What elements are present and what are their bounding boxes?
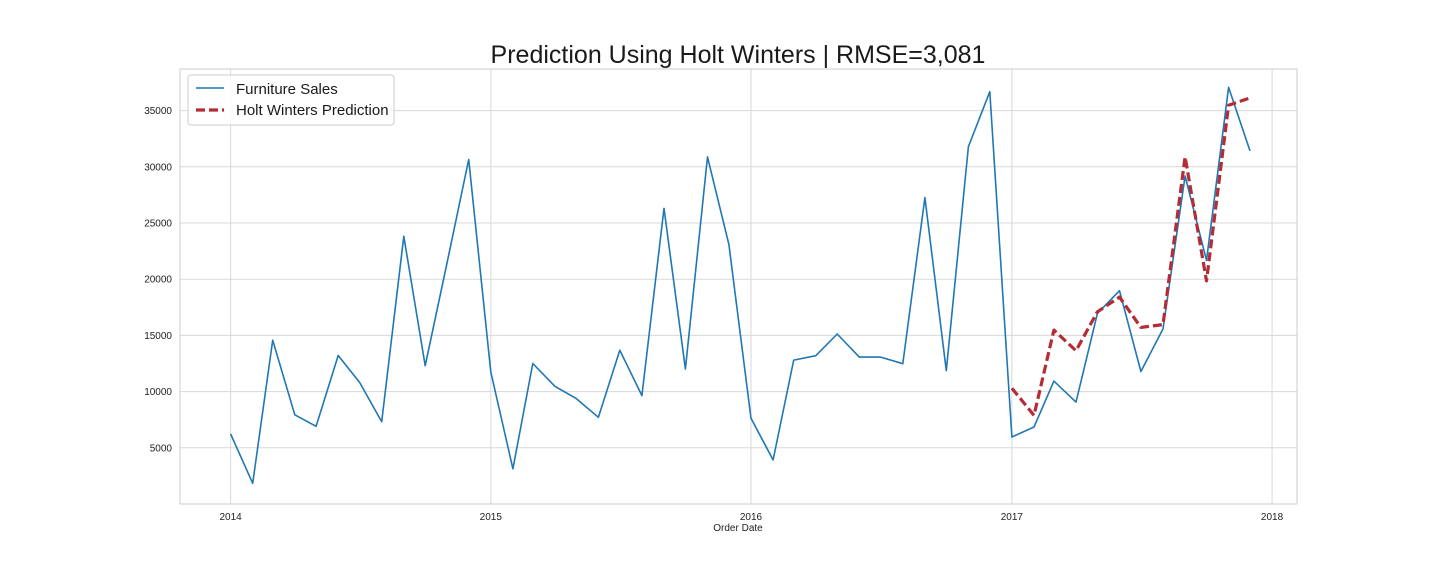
data-point-furniture-sales [987, 89, 992, 94]
y-tick-label: 30000 [144, 162, 172, 173]
data-point-holt-winters-prediction [1183, 154, 1188, 159]
y-tick-label: 5000 [150, 443, 173, 454]
data-point-furniture-sales [228, 431, 233, 436]
y-tick-label: 35000 [144, 106, 172, 117]
data-point-furniture-sales [1031, 425, 1036, 430]
data-point-furniture-sales [1074, 400, 1079, 405]
x-axis-tick-labels: 2014 2015 2016 2017 2018 [219, 512, 1283, 523]
data-point-holt-winters-prediction [1095, 309, 1100, 314]
data-point-furniture-sales [488, 370, 493, 375]
data-point-furniture-sales [1138, 369, 1143, 374]
data-point-furniture-sales [574, 396, 579, 401]
legend-label-furniture-sales: Furniture Sales [236, 81, 338, 98]
data-point-holt-winters-prediction [1051, 328, 1056, 333]
data-point-holt-winters-prediction [1009, 386, 1014, 391]
y-gridlines [180, 110, 1297, 449]
x-gridlines [230, 69, 1273, 504]
x-tick-label: 2018 [1261, 512, 1284, 523]
data-point-furniture-sales [748, 416, 753, 421]
legend-label-holt-winters-prediction: Holt Winters Prediction [236, 102, 389, 119]
y-tick-label: 15000 [144, 331, 172, 342]
data-point-furniture-sales [1226, 85, 1231, 90]
data-point-furniture-sales [466, 157, 471, 162]
data-point-furniture-sales [596, 415, 601, 420]
plot-area-frame [179, 68, 1298, 505]
data-point-furniture-sales [791, 358, 796, 363]
data-point-holt-winters-prediction [1247, 95, 1252, 100]
y-tick-label: 20000 [144, 275, 172, 286]
data-point-furniture-sales [357, 380, 362, 385]
x-tick-label: 2015 [480, 512, 503, 523]
series-layer [228, 85, 1252, 486]
data-point-holt-winters-prediction [1074, 348, 1079, 353]
data-point-furniture-sales [1117, 288, 1122, 293]
data-point-furniture-sales [966, 144, 971, 149]
y-tick-label: 25000 [144, 218, 172, 229]
data-point-furniture-sales [771, 457, 776, 462]
data-point-furniture-sales [878, 355, 883, 360]
data-point-furniture-sales [617, 348, 622, 353]
data-point-furniture-sales [726, 242, 731, 247]
data-point-furniture-sales [292, 412, 297, 417]
data-point-furniture-sales [944, 368, 949, 373]
data-point-furniture-sales [1009, 435, 1014, 440]
data-point-furniture-sales [900, 361, 905, 366]
data-point-furniture-sales [401, 234, 406, 239]
data-point-furniture-sales [270, 338, 275, 343]
data-point-furniture-sales [1247, 148, 1252, 153]
x-tick-label: 2014 [219, 512, 242, 523]
y-axis-tick-labels: 5000 10000 15000 20000 25000 30000 35000 [144, 106, 172, 454]
data-point-holt-winters-prediction [1138, 325, 1143, 330]
data-point-furniture-sales [552, 384, 557, 389]
data-point-holt-winters-prediction [1117, 295, 1122, 300]
data-point-furniture-sales [1160, 326, 1165, 331]
data-point-furniture-sales [423, 363, 428, 368]
data-point-furniture-sales [1051, 379, 1056, 384]
data-point-furniture-sales [857, 355, 862, 360]
data-point-furniture-sales [813, 353, 818, 358]
data-point-furniture-sales [314, 424, 319, 429]
data-point-furniture-sales [705, 154, 710, 159]
data-point-furniture-sales [662, 206, 667, 211]
legend: Furniture Sales Holt Winters Prediction [187, 74, 395, 126]
y-tick-label: 10000 [144, 387, 172, 398]
data-point-furniture-sales [530, 361, 535, 366]
x-tick-label: 2016 [740, 512, 763, 523]
data-point-furniture-sales [639, 393, 644, 398]
data-point-holt-winters-prediction [1031, 413, 1036, 418]
data-point-furniture-sales [445, 259, 450, 264]
data-point-furniture-sales [835, 332, 840, 337]
data-point-holt-winters-prediction [1160, 322, 1165, 327]
legend-frame [187, 74, 395, 126]
x-tick-label: 2017 [1001, 512, 1024, 523]
data-point-furniture-sales [379, 419, 384, 424]
data-point-furniture-sales [510, 466, 515, 471]
x-axis-title: Order Date [713, 523, 763, 534]
chart-title: Prediction Using Holt Winters | RMSE=3,0… [491, 41, 986, 69]
data-point-holt-winters-prediction [1226, 103, 1231, 108]
series-line-furniture-sales [229, 86, 1251, 485]
data-point-furniture-sales [250, 481, 255, 486]
data-point-furniture-sales [336, 353, 341, 358]
series-line-holt-winters-prediction [1010, 96, 1251, 417]
data-point-furniture-sales [922, 195, 927, 200]
data-point-furniture-sales [683, 367, 688, 372]
data-point-holt-winters-prediction [1204, 278, 1209, 283]
